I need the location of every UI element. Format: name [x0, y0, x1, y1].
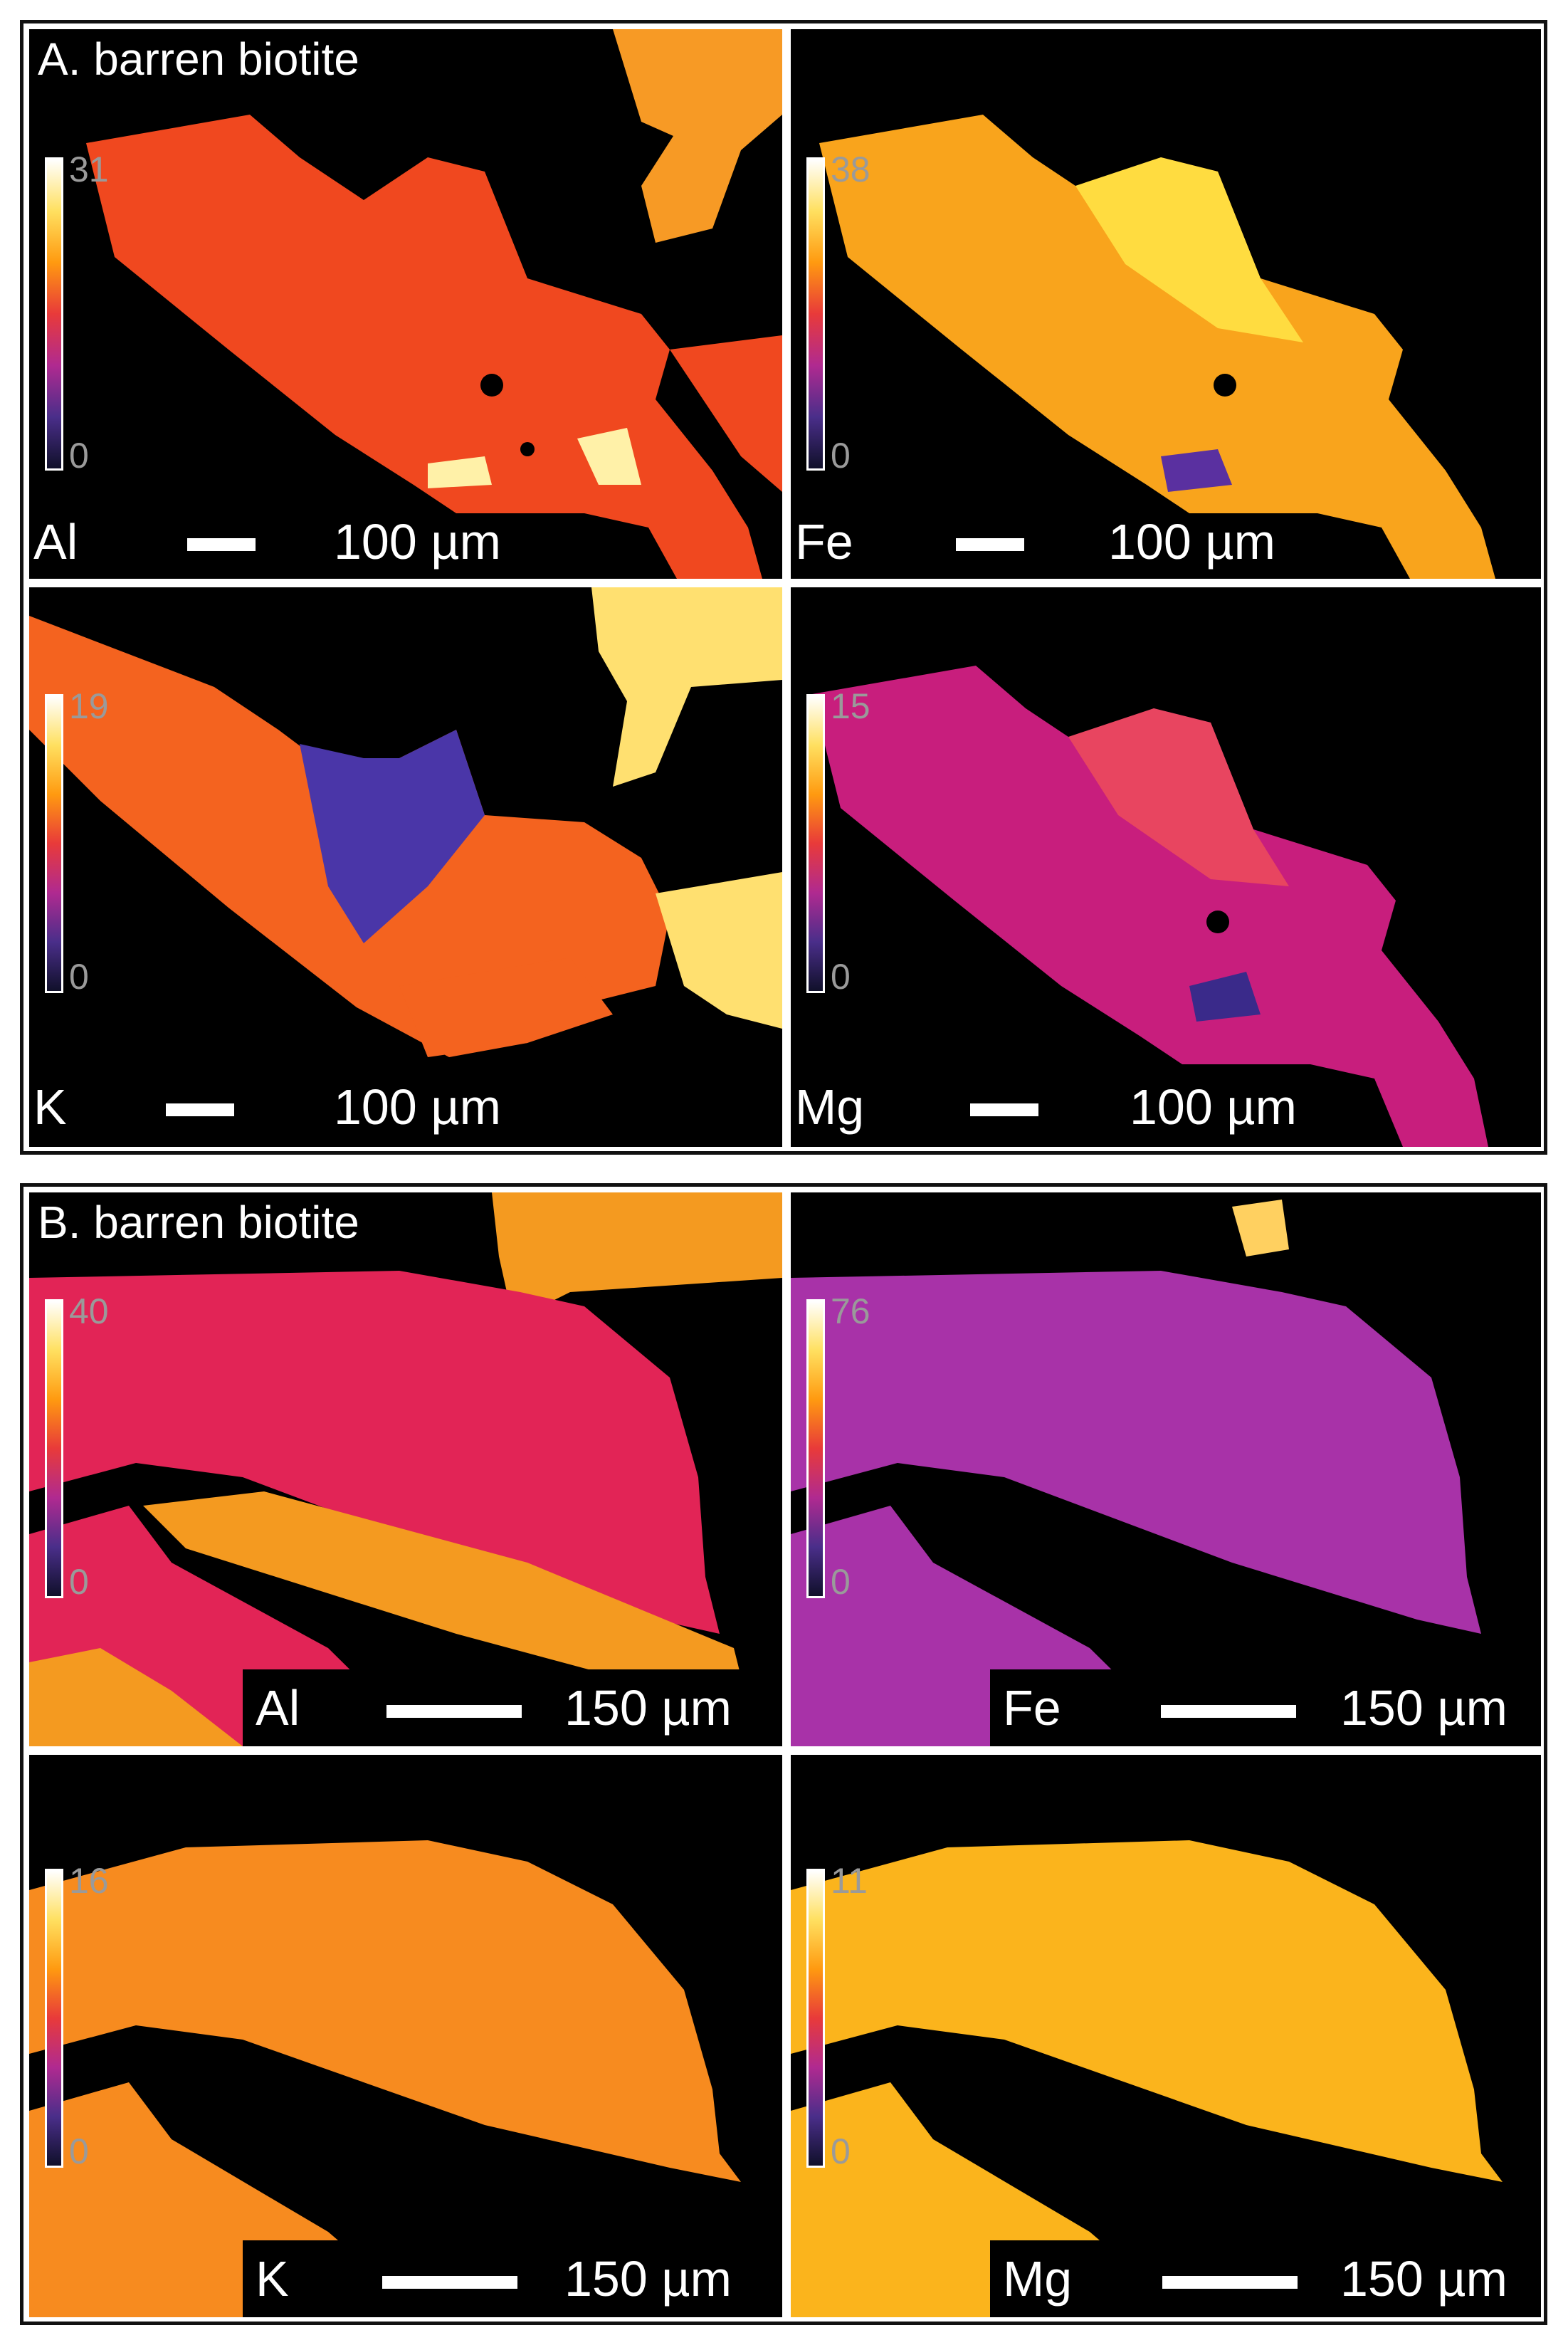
- grain-shape: [819, 115, 1495, 579]
- grain-image: [29, 1192, 782, 1746]
- colorbar-max: 40: [69, 1291, 109, 1331]
- grain-shape: [399, 958, 613, 1057]
- grain-shape: [1068, 708, 1289, 886]
- grain-shape: [1189, 972, 1261, 1022]
- grain-image: [29, 587, 782, 1057]
- grain-hole: [1206, 911, 1229, 933]
- scale-bar: [386, 1705, 522, 1718]
- scale-bar-label: 150 µm: [1340, 1680, 1508, 1736]
- scale-bar: [166, 1103, 234, 1116]
- grain-shape: [812, 666, 1488, 1147]
- scale-bar-label: 150 µm: [564, 1680, 732, 1736]
- colorbar-max: 19: [69, 686, 109, 726]
- colorbar-min: 0: [831, 436, 851, 476]
- scale-bar: [970, 1103, 1038, 1116]
- scale-bar-label: 150 µm: [564, 2251, 732, 2307]
- scale-bar: [1162, 2276, 1298, 2289]
- colorbar-min: 0: [831, 2131, 851, 2171]
- element-label: Al: [256, 1680, 300, 1736]
- grain-shape: [670, 335, 782, 492]
- scale-bar: [956, 538, 1024, 551]
- element-label: Mg: [795, 1079, 865, 1135]
- grain-shape: [791, 1271, 1481, 1634]
- colorbar: [806, 157, 825, 471]
- colorbar-min: 0: [69, 436, 89, 476]
- element-label: K: [33, 1079, 67, 1135]
- grain-shape: [29, 1648, 243, 1746]
- element-label: Fe: [795, 514, 853, 570]
- grain-image: [819, 115, 1495, 579]
- grain-image: [86, 29, 782, 579]
- colorbar-max: 38: [831, 149, 870, 189]
- map-b-al: 40 0 B. barren biotite Al 150 µm: [29, 1192, 782, 1746]
- panel-title: B. barren biotite: [29, 1192, 369, 1252]
- colorbar: [45, 1299, 63, 1598]
- colorbar: [45, 1869, 63, 2168]
- scale-bar: [382, 2276, 517, 2289]
- element-label: Al: [33, 514, 78, 570]
- colorbar-min: 0: [831, 1562, 851, 1602]
- grain-shape: [143, 1491, 741, 1684]
- colorbar-min: 0: [69, 1562, 89, 1602]
- grain-shape: [300, 730, 485, 943]
- colorbar-min: 0: [831, 957, 851, 997]
- map-a-fe: 38 0 Fe 100 µm: [791, 29, 1541, 579]
- colorbar-max: 31: [69, 149, 109, 189]
- scale-bar: [187, 538, 256, 551]
- colorbar: [806, 1869, 825, 2168]
- grain-shape: [1075, 157, 1303, 342]
- grain-image: [791, 1200, 1481, 1746]
- grain-shape: [656, 872, 782, 1029]
- scale-bar-label: 100 µm: [334, 1079, 501, 1135]
- map-b-mg: 11 0 Mg 150 µm: [791, 1755, 1541, 2317]
- grain-shape: [1232, 1200, 1289, 1257]
- grain-shape: [492, 1192, 782, 1321]
- grain-shape: [791, 1840, 1503, 2182]
- grain-image: [812, 666, 1488, 1147]
- colorbar-max: 76: [831, 1291, 870, 1331]
- element-label: Fe: [1003, 1680, 1061, 1736]
- grain-shape: [29, 1271, 720, 1634]
- map-a-mg: 15 0 Mg 100 µm: [791, 587, 1541, 1147]
- panel-b: 40 0 B. barren biotite Al 150 µm 76 0 Fe…: [20, 1183, 1547, 2325]
- map-b-fe: 76 0 Fe 150 µm: [791, 1192, 1541, 1746]
- grain-shape: [428, 456, 492, 488]
- grain-shape: [29, 1840, 741, 2182]
- colorbar-min: 0: [69, 957, 89, 997]
- scale-bar-label: 100 µm: [1130, 1079, 1297, 1135]
- element-label: Mg: [1003, 2251, 1073, 2307]
- scale-bar-label: 150 µm: [1340, 2251, 1508, 2307]
- grain-shape: [613, 29, 782, 243]
- colorbar-max: 15: [831, 686, 870, 726]
- grain-hole: [480, 374, 503, 397]
- map-a-k: 19 0 K 100 µm: [29, 587, 782, 1147]
- grain-image: [29, 1840, 741, 2317]
- colorbar-min: 0: [69, 2131, 89, 2171]
- scale-bar-label: 100 µm: [334, 514, 501, 570]
- map-a-al: 31 0 A. barren biotite Al 100 µm: [29, 29, 782, 579]
- scale-bar: [1161, 1705, 1296, 1718]
- element-label: K: [256, 2251, 289, 2307]
- grain-hole: [1214, 374, 1236, 397]
- map-b-k: 16 0 K 150 µm: [29, 1755, 782, 2317]
- colorbar: [45, 694, 63, 993]
- grain-image: [791, 1840, 1503, 2317]
- scale-bar-label: 100 µm: [1108, 514, 1275, 570]
- colorbar: [45, 157, 63, 471]
- grain-shape: [577, 428, 641, 485]
- panel-a: 31 0 A. barren biotite Al 100 µm 38 0 Fe…: [20, 20, 1547, 1155]
- grain-shape: [1161, 449, 1232, 492]
- grain-hole: [520, 442, 535, 456]
- grain-shape: [591, 587, 782, 787]
- panel-title: A. barren biotite: [29, 29, 369, 89]
- colorbar-max: 11: [831, 1861, 868, 1901]
- colorbar-max: 16: [69, 1861, 109, 1901]
- colorbar: [806, 694, 825, 993]
- colorbar: [806, 1299, 825, 1598]
